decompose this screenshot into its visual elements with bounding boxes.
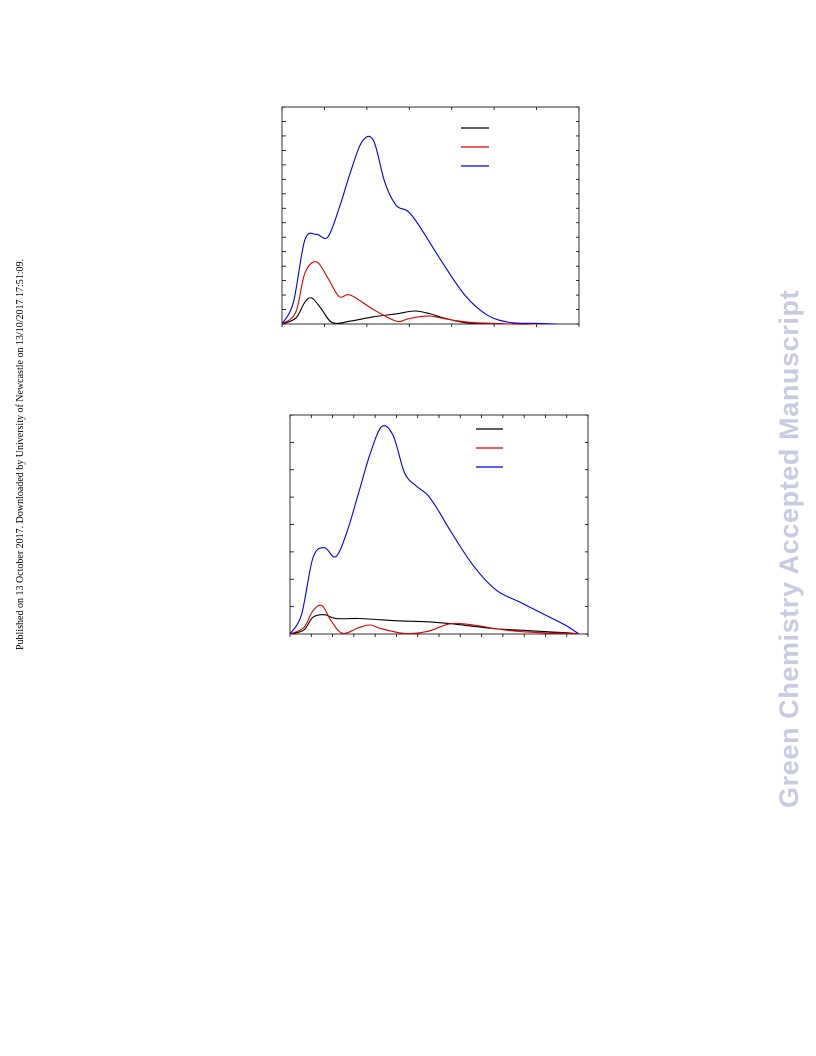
series-line-1	[289, 614, 579, 635]
series-line-3	[289, 425, 580, 635]
series-line-3	[281, 135, 557, 325]
series-line-2	[289, 604, 579, 635]
plot-frame	[289, 414, 589, 635]
series-line-2	[281, 261, 557, 325]
plot-frame	[281, 106, 580, 325]
